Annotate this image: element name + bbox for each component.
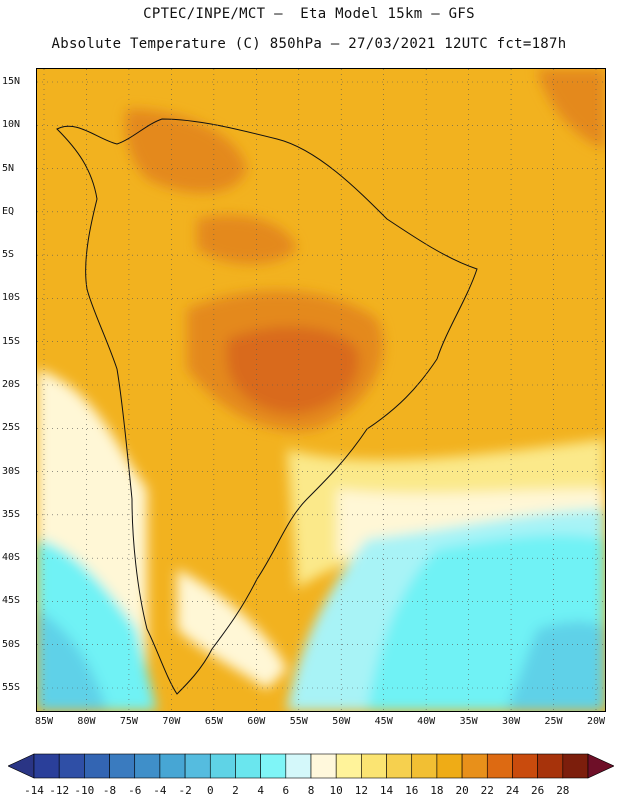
temperature-map [36, 68, 606, 712]
colorbar-swatch [260, 753, 287, 779]
colorbar-swatch [335, 753, 362, 779]
colorbar-tick-label: 14 [379, 784, 394, 797]
colorbar-swatch [436, 753, 463, 779]
field-pale-patagonia [177, 569, 287, 689]
lat-label: 50S [2, 638, 21, 650]
lat-label: 5S [2, 249, 15, 261]
colorbar-tick-label: 18 [430, 784, 444, 797]
colorbar-swatch [58, 753, 85, 779]
lon-label: 75W [119, 716, 138, 727]
lat-label: 35S [2, 508, 21, 520]
lon-label: 20W [586, 716, 606, 727]
colorbar-swatch [159, 753, 186, 779]
colorbar-swatch [235, 753, 261, 779]
lon-label: 80W [77, 716, 96, 727]
lat-label: 5N [2, 162, 15, 174]
colorbar-tick-label: 2 [232, 784, 239, 797]
colorbar-swatch [33, 753, 60, 779]
lon-label: 70W [162, 716, 181, 727]
colorbar-swatch [512, 753, 538, 779]
lon-label: 30W [502, 716, 521, 727]
colorbar-tick-label: 24 [505, 784, 520, 797]
colorbar-tick-label: 10 [329, 784, 343, 797]
colorbar-swatch [361, 753, 387, 779]
lon-label: 85W [34, 716, 54, 727]
coastline [56, 118, 478, 695]
colorbar-swatch [461, 753, 488, 779]
lat-label: 20S [2, 379, 21, 390]
colorbar-tick-label: 12 [354, 784, 368, 797]
colorbar-tick-label: -12 [49, 784, 70, 797]
field-blue-southwest [37, 609, 107, 711]
graticule [37, 69, 605, 711]
colorbar-tick-label: 0 [206, 784, 214, 797]
lon-label: 45W [374, 716, 393, 727]
lat-label: 40S [2, 552, 21, 564]
colorbar-swatch [486, 753, 513, 779]
lon-label: 60W [247, 716, 266, 727]
lat-label: 25S [2, 422, 21, 434]
field-warm-northeast [537, 69, 605, 149]
colorbar-swatch [84, 753, 110, 779]
field-blue-deep [507, 621, 605, 711]
colorbar-swatch [134, 753, 161, 779]
colorbar-tick-label: -4 [153, 784, 167, 797]
lon-label: 25W [544, 716, 563, 727]
map-title-line-2: Absolute Temperature (C) 850hPa – 27/03/… [51, 36, 567, 52]
colorbar-tick-label: 4 [257, 784, 264, 797]
lon-label: 35W [459, 716, 478, 727]
colorbar-swatch [109, 753, 136, 779]
colorbar-swatch [386, 753, 413, 779]
colorbar-tick-label: 20 [455, 784, 469, 797]
colorbar-tick-label: 28 [556, 784, 570, 797]
colorbar-swatch [310, 753, 337, 779]
colorbar-swatch [562, 753, 589, 779]
lat-label: 30S [2, 465, 21, 477]
map-title-line-1: CPTEC/INPE/MCT – Eta Model 15km – GFS [143, 6, 475, 22]
colorbar-tick-label: -10 [74, 784, 95, 797]
colorbar-swatch [285, 753, 312, 779]
colorbar-tick-label: 26 [531, 784, 545, 797]
colorbar-under-arrow [8, 753, 35, 779]
lat-label: EQ [2, 205, 15, 217]
field-hot-amazon [197, 215, 297, 264]
lon-label: 50W [332, 716, 351, 727]
lon-label: 65W [204, 716, 223, 727]
colorbar-tick-label: 16 [405, 784, 419, 797]
colorbar-swatch [209, 753, 236, 779]
colorbar-swatch [537, 753, 564, 779]
colorbar-tick-label: 22 [480, 784, 494, 797]
colorbar-tick-label: 8 [307, 784, 315, 797]
colorbar-tick-label: -6 [128, 784, 142, 797]
lat-label: 45S [2, 595, 21, 607]
colorbar-swatch [411, 753, 438, 779]
lat-label: 15S [2, 335, 21, 347]
field-hot-core [227, 326, 359, 414]
colorbar-tick-label: -2 [178, 784, 192, 797]
lat-label: 10N [2, 119, 21, 131]
colorbar-tick-label: 6 [282, 784, 290, 797]
colorbar-tick-label: -8 [102, 784, 117, 797]
map-canvas [37, 69, 605, 711]
colorbar-over-arrow [587, 753, 614, 779]
temperature-field [37, 69, 605, 711]
colorbar [8, 753, 614, 779]
lat-label: 15N [2, 76, 21, 87]
field-hot-north [125, 109, 247, 193]
lon-label: 55W [289, 716, 308, 727]
colorbar-swatch [184, 753, 211, 779]
lat-label: 55S [2, 682, 21, 693]
colorbar-tick-label: -14 [24, 784, 44, 797]
lon-label: 40W [417, 716, 436, 727]
lat-label: 10S [2, 292, 21, 304]
